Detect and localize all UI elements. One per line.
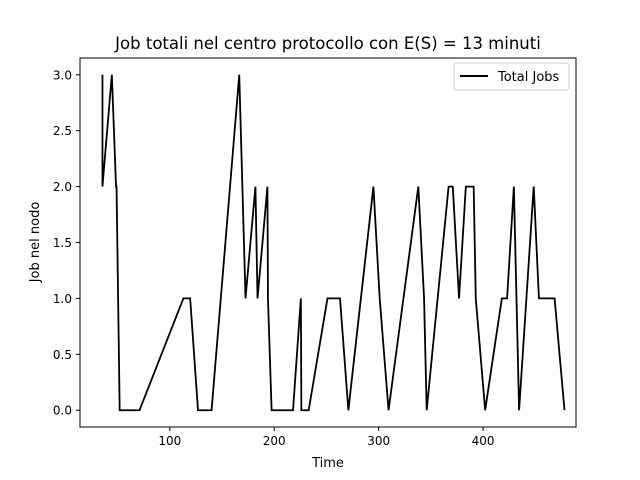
- y-axis-ticks: 0.0 0.5 1.0 1.5 2.0 2.5 3.0: [53, 68, 80, 418]
- y-tick-label: 2.0: [53, 180, 72, 194]
- x-axis-ticks: 100 200 300 400: [158, 427, 495, 448]
- legend: Total Jobs: [453, 62, 570, 91]
- y-tick-label: 1.0: [53, 292, 72, 306]
- y-tick-label: 1.5: [53, 236, 72, 250]
- y-tick-label: 0.0: [53, 404, 72, 418]
- chart-title: Job totali nel centro protocollo con E(S…: [114, 34, 541, 53]
- x-tick-label: 400: [472, 434, 495, 448]
- x-tick-label: 200: [263, 434, 286, 448]
- y-tick-label: 2.5: [53, 124, 72, 138]
- x-tick-label: 300: [367, 434, 390, 448]
- legend-label: Total Jobs: [497, 70, 560, 85]
- y-tick-label: 3.0: [53, 68, 72, 82]
- series-line-0: [101, 74, 566, 412]
- x-tick-label: 100: [158, 434, 181, 448]
- y-tick-label: 0.5: [53, 348, 72, 362]
- y-axis-label: Job nel nodo: [28, 202, 43, 284]
- x-axis-label: Time: [311, 456, 344, 471]
- legend-box: [453, 62, 570, 91]
